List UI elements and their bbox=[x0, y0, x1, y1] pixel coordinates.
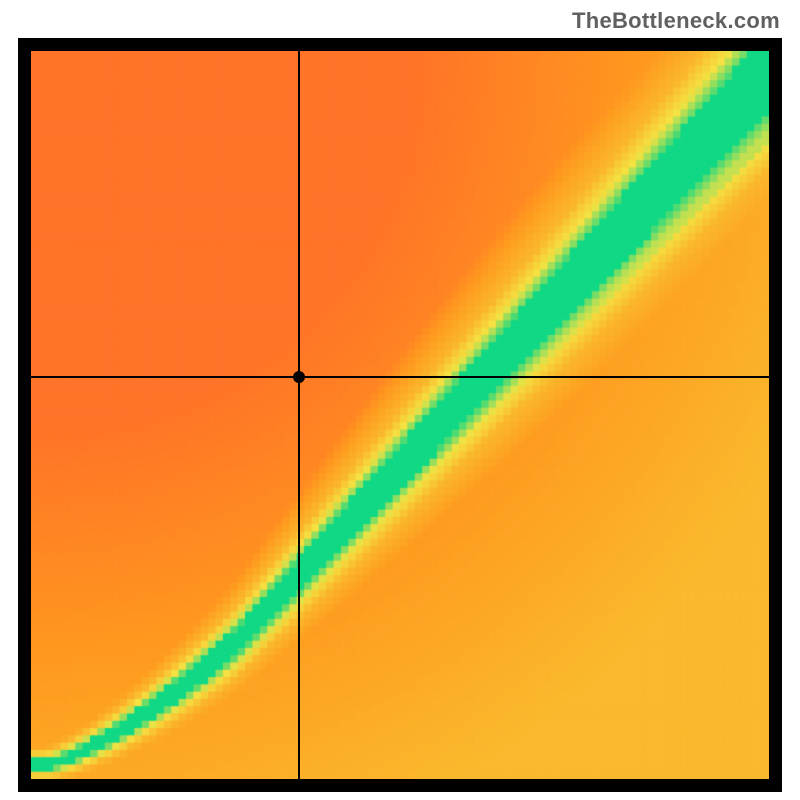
attribution-text: TheBottleneck.com bbox=[572, 8, 780, 34]
crosshair-vertical bbox=[298, 51, 300, 779]
crosshair-horizontal bbox=[31, 376, 769, 378]
data-point-marker bbox=[293, 371, 305, 383]
heatmap-canvas bbox=[31, 51, 769, 779]
chart-container: TheBottleneck.com bbox=[0, 0, 800, 800]
